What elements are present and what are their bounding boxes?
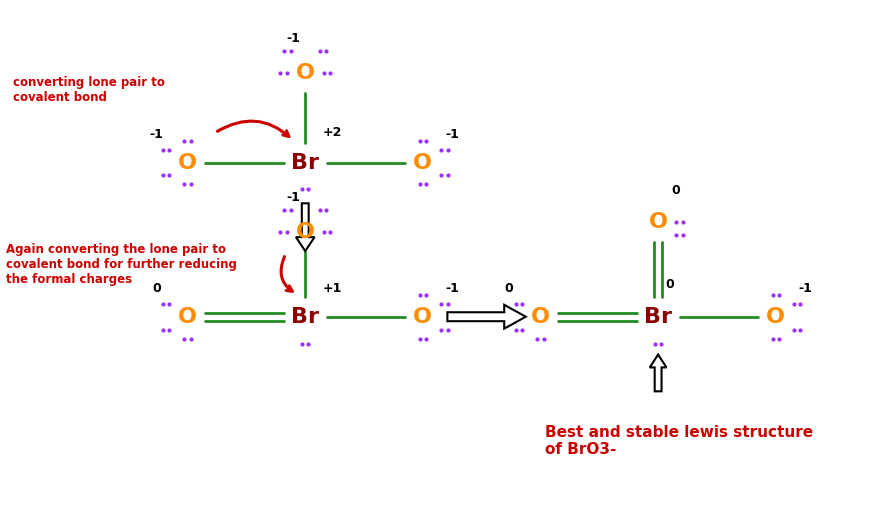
Text: O: O [766,307,785,327]
Text: +1: +1 [323,282,342,295]
Text: O: O [295,222,315,242]
Text: O: O [531,307,550,327]
Text: O: O [295,63,315,83]
Text: Br: Br [644,307,672,327]
Text: -1: -1 [287,191,301,204]
Text: O: O [178,152,197,172]
Text: 0: 0 [152,282,161,295]
Text: Br: Br [291,307,319,327]
Text: 0: 0 [671,184,680,197]
Text: 0: 0 [666,278,674,291]
Text: converting lone pair to
covalent bond: converting lone pair to covalent bond [13,76,165,104]
Text: -1: -1 [287,32,301,45]
Polygon shape [447,305,526,329]
Text: -1: -1 [149,128,163,141]
Text: O: O [648,212,668,232]
Text: Br: Br [291,152,319,172]
Text: +2: +2 [323,126,342,139]
Text: O: O [414,152,432,172]
Text: O: O [178,307,197,327]
Text: O: O [414,307,432,327]
Text: -1: -1 [798,282,812,295]
Polygon shape [650,355,667,392]
Text: -1: -1 [445,282,460,295]
Text: 0: 0 [505,282,513,295]
Polygon shape [296,203,315,251]
Text: Again converting the lone pair to
covalent bond for further reducing
the formal : Again converting the lone pair to covale… [6,243,237,287]
Text: -1: -1 [445,128,460,141]
Text: Best and stable lewis structure
of BrO3-: Best and stable lewis structure of BrO3- [545,425,813,457]
